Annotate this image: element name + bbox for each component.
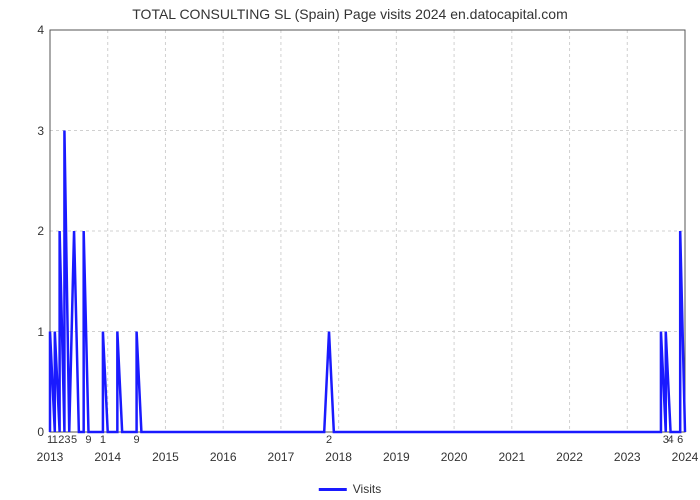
x-value-label: 5 (71, 432, 77, 446)
x-year-label: 2015 (152, 432, 179, 464)
x-year-label: 2019 (383, 432, 410, 464)
legend: Visits (319, 482, 381, 496)
chart-title: TOTAL CONSULTING SL (Spain) Page visits … (0, 0, 700, 22)
chart-container: TOTAL CONSULTING SL (Spain) Page visits … (0, 0, 700, 500)
x-value-label: 1 (100, 432, 106, 446)
x-year-label: 2022 (556, 432, 583, 464)
x-value-label: 9 (85, 432, 91, 446)
y-tick-label: 1 (37, 325, 50, 339)
x-year-label: 2024 (672, 432, 699, 464)
legend-label: Visits (353, 482, 381, 496)
x-value-label: 1 (52, 432, 58, 446)
x-year-label: 2023 (614, 432, 641, 464)
y-tick-label: 4 (37, 23, 50, 37)
x-year-label: 2016 (210, 432, 237, 464)
x-year-label: 2020 (441, 432, 468, 464)
y-tick-label: 2 (37, 224, 50, 238)
legend-swatch (319, 488, 347, 491)
y-tick-label: 3 (37, 124, 50, 138)
x-value-label: 4 (668, 432, 674, 446)
plot-area: 0123420132014201520162017201820192020202… (50, 30, 685, 432)
x-year-label: 2017 (268, 432, 295, 464)
x-value-label: 2 (326, 432, 332, 446)
plot-svg (50, 30, 685, 432)
x-value-label: 6 (677, 432, 683, 446)
x-value-label: 9 (134, 432, 140, 446)
x-year-label: 2021 (498, 432, 525, 464)
x-year-label: 2014 (94, 432, 121, 464)
x-value-label: 23 (58, 432, 70, 446)
